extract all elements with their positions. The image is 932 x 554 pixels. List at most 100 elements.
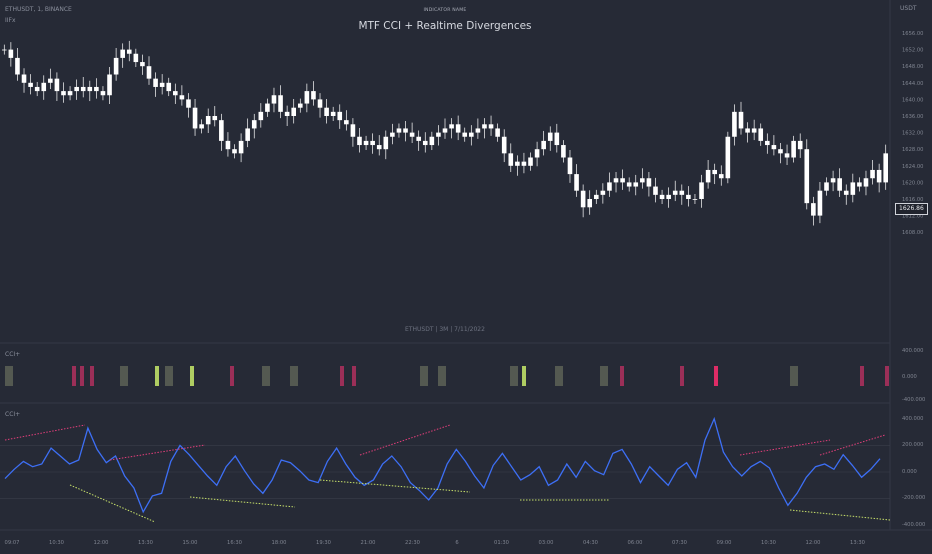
candle-body xyxy=(363,140,369,146)
current-price-tag: 1626.86 xyxy=(895,203,928,215)
candle-body xyxy=(640,178,645,183)
price-axis-label: 1616.00 xyxy=(902,197,923,203)
candle-body xyxy=(74,86,79,92)
candle-body xyxy=(383,136,389,150)
candle-body xyxy=(705,169,711,183)
cci-state-bar xyxy=(80,366,84,386)
cci-state-bar xyxy=(620,366,624,386)
candle-body xyxy=(225,140,231,150)
symbol-label[interactable]: ETHUSDT, 1, BINANCE xyxy=(5,6,72,13)
price-axis-label: 1636.00 xyxy=(902,114,923,120)
cci-state-bar xyxy=(352,366,356,386)
candle-body xyxy=(429,136,435,146)
candle-body xyxy=(376,145,382,150)
candle-body xyxy=(778,149,783,154)
bullish-divergence-line xyxy=(189,496,296,508)
time-axis-label: 21:00 xyxy=(361,540,376,546)
pane2-axis-label: -200.000 xyxy=(902,495,925,501)
candle-body xyxy=(205,116,211,125)
candle-body xyxy=(278,95,283,112)
candle-body xyxy=(765,140,770,146)
candle-body xyxy=(718,174,724,179)
cci-state-bar xyxy=(165,366,173,386)
candle-body xyxy=(771,145,777,150)
candle-body xyxy=(547,132,553,141)
candle-body xyxy=(80,86,86,92)
candle-body xyxy=(745,128,750,133)
candle-body xyxy=(863,178,869,187)
cci-state-bar xyxy=(5,366,13,386)
candle-body xyxy=(725,136,731,179)
candle-body xyxy=(797,140,803,150)
candle-body xyxy=(396,128,402,133)
candle-body xyxy=(317,99,323,108)
time-axis-label: 18:00 xyxy=(272,540,287,546)
cci-state-bar xyxy=(860,366,864,386)
cci-state-bar xyxy=(438,366,446,386)
candle-body xyxy=(751,128,757,133)
candle-body xyxy=(857,182,862,187)
bullish-divergence-line xyxy=(319,479,471,493)
pane1-label[interactable]: CCI+ xyxy=(5,351,21,358)
candle-body xyxy=(344,120,349,125)
candle-body xyxy=(843,190,849,195)
candle-body xyxy=(679,190,685,195)
candle-body xyxy=(791,140,796,158)
pane2-axis-label: -400.000 xyxy=(902,522,925,528)
candle-body xyxy=(501,136,507,154)
bullish-divergence-line xyxy=(789,509,891,521)
candle-body xyxy=(370,140,375,146)
cci-state-bar xyxy=(290,366,298,386)
candle-body xyxy=(482,124,487,129)
candle-body xyxy=(350,124,356,137)
bearish-divergence-line xyxy=(819,434,886,456)
candle-body xyxy=(442,128,448,133)
candle-body xyxy=(528,157,533,166)
candle-body xyxy=(179,95,185,100)
candle-body xyxy=(113,57,119,75)
candle-body xyxy=(593,194,599,199)
time-axis-label: 15:00 xyxy=(183,540,198,546)
candle-body xyxy=(291,107,297,116)
pane2-axis-label: 400.000 xyxy=(902,416,923,422)
candle-body xyxy=(311,91,316,100)
candle-body xyxy=(166,82,172,92)
time-axis-label: 03:00 xyxy=(539,540,554,546)
pane2-label[interactable]: CCI+ xyxy=(5,411,21,418)
study-label[interactable]: IIFx xyxy=(5,17,16,24)
candle-body xyxy=(324,107,329,116)
candle-body xyxy=(554,132,560,146)
candle-body xyxy=(469,132,474,137)
price-axis-label: 1612.00 xyxy=(902,214,923,220)
candle-body xyxy=(692,199,698,200)
candle-body xyxy=(271,95,277,104)
candle-body xyxy=(659,194,665,199)
cci-state-bar xyxy=(155,366,159,386)
time-axis-label: 16:30 xyxy=(227,540,242,546)
candle-body xyxy=(699,182,704,199)
candle-body xyxy=(436,132,441,137)
time-axis-label: 12:00 xyxy=(94,540,109,546)
candle-body xyxy=(633,182,639,187)
candle-body xyxy=(28,82,33,87)
candle-body xyxy=(15,57,20,75)
candle-body xyxy=(811,203,816,216)
candle-body xyxy=(495,128,500,137)
candle-body xyxy=(561,145,566,158)
candle-body xyxy=(403,128,408,133)
time-axis-label: 07:30 xyxy=(672,540,687,546)
candle-body xyxy=(232,149,237,154)
indicator-name: INDICATOR NAME xyxy=(423,8,467,13)
cci-state-bar xyxy=(120,366,128,386)
cci-state-bar xyxy=(90,366,94,386)
candle-body xyxy=(390,132,395,137)
candle-body xyxy=(48,78,53,83)
time-axis-label: 01:30 xyxy=(494,540,509,546)
candle-body xyxy=(508,153,514,166)
time-axis-label: 09:00 xyxy=(717,540,732,546)
candle-body xyxy=(409,132,415,137)
candle-body xyxy=(212,116,218,121)
time-axis-label: 06:00 xyxy=(628,540,643,546)
